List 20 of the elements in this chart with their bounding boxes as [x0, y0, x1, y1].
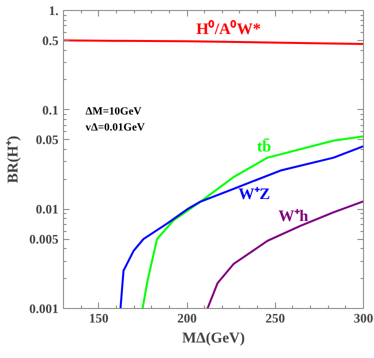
y-tick-label: 0.01	[36, 202, 58, 217]
y-tick-label: 1.	[48, 3, 58, 18]
x-tick-label: 150	[89, 310, 109, 326]
series-label: tb̄	[256, 138, 272, 156]
x-tick-label: 250	[266, 310, 286, 326]
y-axis-title: BR(H⁺)	[5, 136, 22, 184]
y-tick-label: 0.1	[42, 102, 58, 118]
x-tick-label: 300	[354, 310, 374, 326]
x-axis-title: MΔ(GeV)	[182, 330, 245, 346]
y-tick-label: 0.05	[36, 132, 59, 148]
x-tick-label: 200	[177, 310, 197, 326]
annotation: ΔM=10GeV	[86, 106, 142, 118]
series-label: H⁰/A⁰W*	[196, 20, 261, 38]
series-label: W⁺Z	[238, 186, 270, 203]
series-label: W⁺h	[278, 208, 308, 226]
line-series	[206, 200, 364, 308]
y-tick-label: 0.005	[29, 232, 59, 247]
y-tick-label: 0.5	[42, 32, 59, 48]
y-tick-label: 0.001	[29, 301, 58, 316]
annotation: vΔ=0.01GeV	[86, 122, 145, 134]
